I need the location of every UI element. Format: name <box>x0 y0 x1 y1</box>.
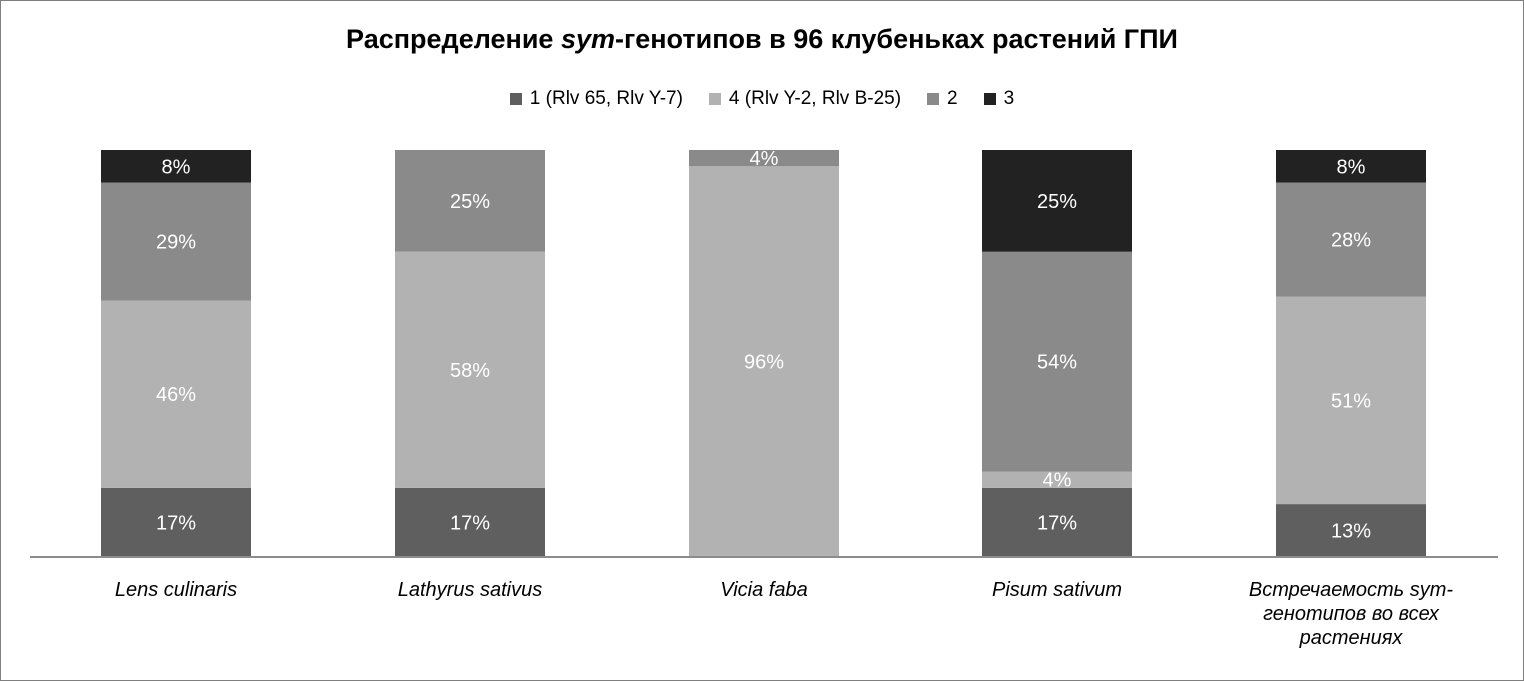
data-label: 54% <box>1037 352 1077 374</box>
data-label: 96% <box>744 352 784 374</box>
bar-segment <box>395 251 545 488</box>
bar-segment <box>101 300 251 488</box>
bar-segment <box>982 150 1132 252</box>
data-label: 17% <box>450 512 490 534</box>
bar-segment <box>689 150 839 167</box>
bar-segment <box>101 150 251 183</box>
bar-segment <box>1276 296 1426 505</box>
data-label: 58% <box>450 360 490 382</box>
data-label: 17% <box>156 512 196 534</box>
bar-segment <box>1276 150 1426 183</box>
legend-label: 2 <box>947 88 958 109</box>
legend-item: 1 (Rlv 65, Rlv Y-7) <box>509 88 683 110</box>
bar-segment <box>689 166 839 557</box>
bar-segment <box>1276 182 1426 297</box>
bar-segment <box>1276 504 1426 557</box>
data-label: 17% <box>1037 512 1077 534</box>
legend-swatch <box>927 93 940 105</box>
legend: 1 (Rlv 65, Rlv Y-7) 4 (Rlv Y-2, Rlv B-25)… <box>0 88 1524 110</box>
bar-segment <box>982 487 1132 557</box>
bar-segment <box>982 471 1132 488</box>
legend-swatch <box>509 93 522 105</box>
data-label: 25% <box>1037 191 1077 213</box>
x-tick-label: Lens culinaris <box>114 579 238 601</box>
data-label: 51% <box>1331 390 1371 412</box>
data-label: 29% <box>156 232 196 254</box>
legend-label: 4 (Rlv Y-2, Rlv B-25) <box>728 88 902 109</box>
x-tick-label: Lathyrus sativus <box>397 579 543 601</box>
data-label: 13% <box>1331 521 1371 543</box>
data-label: 4% <box>1043 470 1072 492</box>
data-label: 8% <box>162 156 191 178</box>
data-label: 25% <box>450 191 490 213</box>
data-label: 4% <box>750 148 779 170</box>
legend-swatch <box>983 93 996 105</box>
bar-segment <box>982 251 1132 472</box>
bar-segment <box>101 182 251 301</box>
legend-label: 3 <box>1003 88 1015 109</box>
data-label: 28% <box>1331 230 1371 252</box>
chart-title: Распределение sym-генотипов в 96 клубень… <box>346 24 1178 54</box>
x-tick-label: Vicia faba <box>720 579 808 601</box>
legend-item: 2 <box>927 88 958 110</box>
data-label: 8% <box>1337 156 1366 178</box>
data-label: 46% <box>156 384 196 406</box>
x-tick-label: Встречаемость sym-генотипов во всех раст… <box>1248 579 1454 649</box>
legend-swatch <box>708 93 721 105</box>
bar-segment <box>395 150 545 252</box>
legend-item: 4 (Rlv Y-2, Rlv B-25) <box>708 88 902 110</box>
legend-label: 1 (Rlv 65, Rlv Y-7) <box>529 88 683 109</box>
x-tick-label: Pisum sativum <box>991 579 1123 601</box>
bar-segment <box>101 487 251 557</box>
legend-item: 3 <box>983 88 1015 110</box>
bar-segment <box>395 487 545 557</box>
